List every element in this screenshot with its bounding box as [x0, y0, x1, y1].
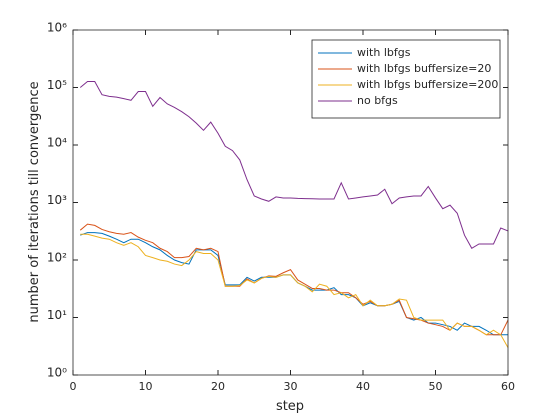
y-tick-label: 10⁶ [47, 21, 67, 35]
x-tick-label: 0 [70, 380, 77, 393]
y-tick-label: 10¹ [47, 308, 67, 322]
legend-label: with lbfgs [357, 46, 411, 59]
x-tick-label: 20 [211, 380, 225, 393]
x-tick-label: 50 [429, 380, 443, 393]
x-tick-label: 30 [284, 380, 298, 393]
legend-label: with lbfgs buffersize=200 [357, 78, 498, 91]
legend: with lbfgs with lbfgs buffersize=20 with l… [311, 39, 501, 119]
y-tick-label: 10³ [47, 193, 67, 207]
data-line [79, 223, 509, 336]
y-tick-label: 10⁰ [47, 366, 67, 380]
legend-label: with lbfgs buffersize=20 [357, 62, 491, 75]
x-tick-label: 10 [139, 380, 153, 393]
x-tick-label: 40 [356, 380, 370, 393]
y-axis-label: number of iterations till convergence [27, 81, 42, 322]
y-tick-label: 10² [47, 251, 67, 265]
x-axis-label: step [276, 399, 304, 414]
data-line [79, 81, 509, 249]
y-tick-label: 10⁵ [47, 78, 67, 92]
y-tick-label: 10⁴ [47, 136, 67, 150]
data-line [80, 233, 509, 348]
axes-box [72, 29, 509, 376]
legend-label: no bfgs [357, 94, 398, 107]
x-tick-label: 60 [501, 380, 515, 393]
